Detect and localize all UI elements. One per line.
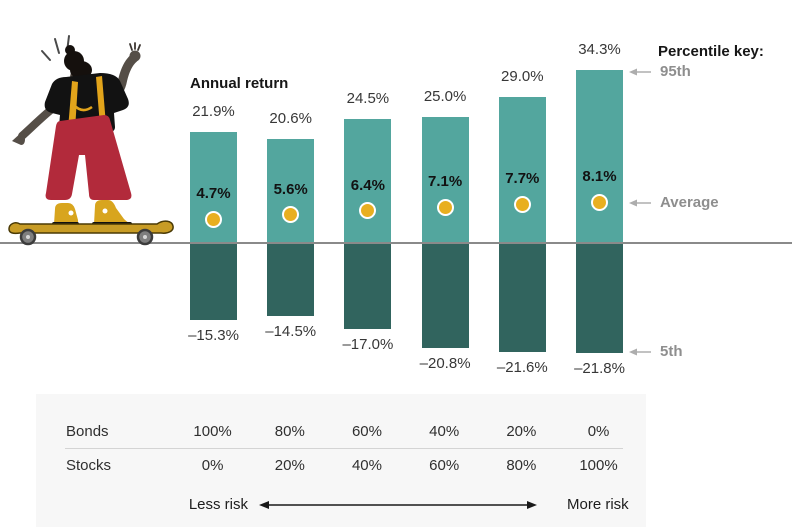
wheel-icon bbox=[19, 228, 37, 246]
bar-below-zero bbox=[421, 243, 469, 349]
allocation-cell: 60% bbox=[429, 457, 460, 474]
p95-value-label: 24.5% bbox=[346, 90, 390, 108]
bar-above-zero bbox=[344, 119, 392, 243]
allocation-cell: 40% bbox=[429, 423, 460, 440]
average-value-label: 7.1% bbox=[427, 173, 463, 191]
bar-above-zero bbox=[576, 69, 623, 243]
chart-title: Annual return bbox=[190, 75, 289, 92]
allocation-cell: 60% bbox=[351, 423, 382, 440]
person-on-longboard-illustration bbox=[8, 35, 174, 246]
allocation-cell: 20% bbox=[274, 457, 305, 474]
percentile-key-95th: 95th bbox=[628, 62, 691, 82]
allocation-row-stocks: Stocks 0% 20% 40% 60% 80% 100% bbox=[36, 449, 646, 482]
zero-baseline bbox=[0, 242, 792, 244]
allocation-cell: 100% bbox=[579, 457, 618, 474]
p5-value-label: –14.5% bbox=[265, 323, 317, 341]
p95-value-label: 34.3% bbox=[578, 40, 621, 58]
wheel-icon bbox=[136, 228, 154, 246]
bar-above-zero bbox=[267, 138, 315, 243]
average-dot bbox=[436, 198, 454, 216]
bar-below-zero bbox=[344, 243, 392, 329]
percentile-95-label: 95th bbox=[660, 63, 691, 80]
average-value-label: 4.7% bbox=[196, 185, 231, 203]
percentile-average-label: Average bbox=[660, 194, 719, 211]
allocation-row-bonds: Bonds 100% 80% 60% 40% 20% 0% bbox=[36, 415, 646, 448]
allocation-cell: 80% bbox=[506, 457, 537, 474]
average-dot bbox=[359, 202, 377, 220]
bar-below-zero bbox=[498, 243, 546, 353]
sparkle-lines-icon bbox=[41, 35, 70, 61]
p5-value-label: –21.6% bbox=[496, 359, 548, 377]
allocation-cell: 0% bbox=[587, 423, 610, 440]
less-risk-label: Less risk bbox=[188, 496, 248, 513]
p5-value-label: –20.8% bbox=[419, 355, 471, 373]
p5-value-label: –15.3% bbox=[188, 327, 239, 345]
allocation-rows: Bonds 100% 80% 60% 40% 20% 0% Stocks 0% 20% 40% 60%… bbox=[36, 394, 646, 482]
allocation-row-label: Stocks bbox=[66, 457, 112, 474]
allocation-cell: 80% bbox=[274, 423, 305, 440]
percentile-5-label: 5th bbox=[660, 343, 683, 360]
percentile-key-average: Average bbox=[628, 193, 719, 213]
p95-value-label: 20.6% bbox=[269, 109, 312, 127]
percentile-key-title: Percentile key: bbox=[658, 43, 764, 60]
bar-above-zero bbox=[421, 116, 469, 243]
p95-value-label: 21.9% bbox=[192, 103, 235, 121]
average-dot bbox=[591, 193, 608, 211]
allocation-cell: 20% bbox=[506, 423, 537, 440]
p95-value-label: 29.0% bbox=[501, 67, 544, 85]
arrow-left-icon bbox=[629, 68, 651, 76]
arrow-left-icon bbox=[629, 348, 651, 356]
p95-value-label: 25.0% bbox=[423, 87, 467, 105]
risk-range-arrow-icon bbox=[259, 501, 537, 509]
bar-below-zero bbox=[576, 243, 623, 354]
bar-above-zero bbox=[498, 96, 546, 243]
average-value-label: 6.4% bbox=[350, 176, 385, 194]
p5-value-label: –21.8% bbox=[574, 360, 625, 378]
average-dot bbox=[282, 206, 300, 224]
allocation-cell: 100% bbox=[193, 423, 232, 440]
average-value-label: 7.7% bbox=[505, 170, 540, 188]
bar-below-zero bbox=[190, 243, 237, 321]
allocation-cell: 40% bbox=[351, 457, 382, 474]
table-divider bbox=[65, 448, 623, 449]
arrow-left-icon bbox=[629, 199, 651, 207]
p5-value-label: –17.0% bbox=[342, 335, 394, 353]
bar-below-zero bbox=[267, 243, 315, 317]
average-dot bbox=[205, 210, 222, 228]
average-value-label: 8.1% bbox=[582, 168, 617, 186]
average-dot bbox=[513, 195, 531, 213]
allocation-row-label: Bonds bbox=[66, 423, 109, 440]
allocation-table: Bonds 100% 80% 60% 40% 20% 0% Stocks 0% 20% 40% 60%… bbox=[36, 394, 646, 527]
allocation-cell: 0% bbox=[201, 457, 224, 474]
percentile-key-5th: 5th bbox=[628, 342, 683, 362]
more-risk-label: More risk bbox=[567, 496, 629, 513]
average-value-label: 5.6% bbox=[273, 180, 308, 198]
